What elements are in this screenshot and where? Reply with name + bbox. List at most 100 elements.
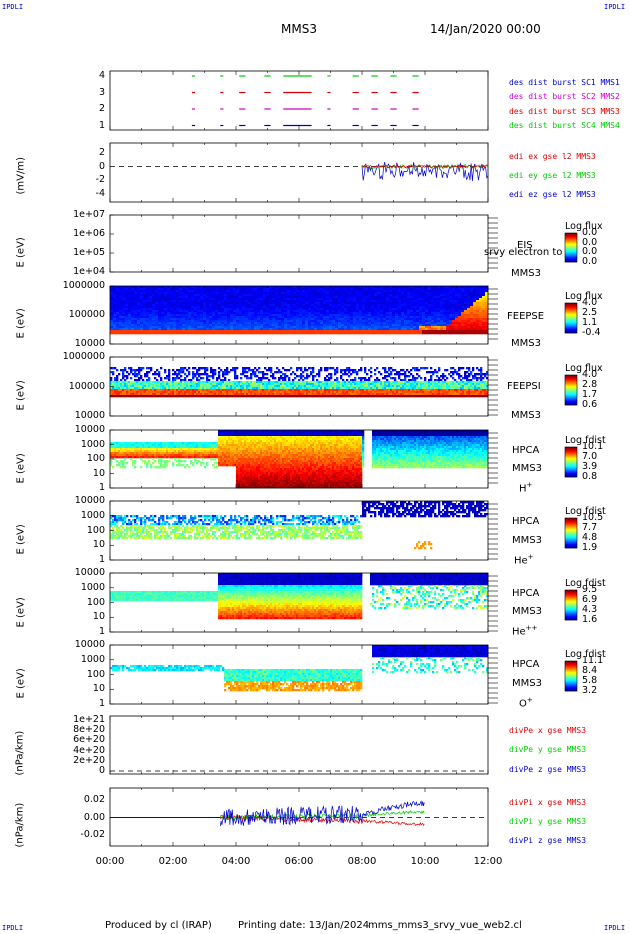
feepse-pixel — [359, 308, 363, 311]
feepse-pixel — [143, 332, 147, 335]
feepse-pixel — [242, 292, 246, 295]
feepse-pixel — [224, 298, 228, 301]
feepsi-pixel — [420, 387, 423, 390]
feepse-pixel — [236, 324, 240, 327]
feepse-pixel — [221, 314, 225, 317]
feepse-pixel — [356, 298, 360, 301]
feepse-pixel — [440, 328, 444, 331]
feepsi-pixel — [336, 367, 339, 370]
feepse-pixel — [416, 322, 420, 325]
feepsi-pixel — [222, 381, 225, 384]
feepsi-pixel — [230, 393, 233, 396]
feepsi-pixel — [194, 389, 197, 392]
feepse-pixel — [425, 292, 429, 295]
feepsi-pixel — [114, 385, 117, 388]
feepsi-pixel — [116, 389, 119, 392]
feepse-pixel — [434, 310, 438, 313]
feepse-pixel — [155, 328, 159, 331]
feepse-pixel — [314, 310, 318, 313]
feepse-pixel — [206, 332, 210, 335]
feepse-pixel — [389, 326, 393, 329]
feepse-pixel — [362, 302, 366, 305]
feepse-pixel — [269, 328, 273, 331]
feepsi-pixel — [308, 383, 311, 386]
feepse-pixel — [230, 332, 234, 335]
feepsi-pixel — [218, 377, 221, 380]
feepse-pixel — [311, 290, 315, 293]
feepse-pixel — [179, 328, 183, 331]
feepse-pixel — [134, 296, 138, 299]
feepse-pixel — [296, 300, 300, 303]
feepse-pixel — [320, 330, 324, 333]
feepsi-pixel — [138, 377, 141, 380]
feepse-pixel — [458, 322, 462, 325]
feepse-pixel — [332, 300, 336, 303]
feepse-pixel — [464, 322, 468, 325]
feepse-pixel — [191, 318, 195, 321]
feepse-pixel — [158, 306, 162, 309]
feepse-pixel — [350, 296, 354, 299]
feepse-pixel — [383, 312, 387, 315]
feepsi-pixel — [442, 375, 445, 378]
feepsi-pixel — [258, 395, 261, 398]
feepsi-pixel — [114, 391, 117, 394]
feepse-pixel — [245, 316, 249, 319]
feepse-pixel — [224, 332, 228, 335]
feepse-pixel — [278, 328, 282, 331]
feepse-pixel — [359, 318, 363, 321]
feepse-pixel — [425, 320, 429, 323]
feepsi-pixel — [382, 391, 385, 394]
feepse-pixel — [350, 316, 354, 319]
feepsi-pixel — [456, 385, 459, 388]
feepsi-pixel — [142, 387, 145, 390]
feepse-pixel — [458, 330, 462, 333]
feepse-pixel — [398, 330, 402, 333]
feepsi-pixel — [134, 383, 137, 386]
feepse-pixel — [326, 294, 330, 297]
feepse-pixel — [284, 290, 288, 293]
feepse-pixel — [278, 322, 282, 325]
feepse-pixel — [284, 314, 288, 317]
feepse-pixel — [266, 300, 270, 303]
feepse-pixel — [218, 312, 222, 315]
feepsi-pixel — [258, 391, 261, 394]
feepsi-pixel — [232, 369, 235, 372]
feepse-pixel — [215, 320, 219, 323]
feepse-pixel — [365, 296, 369, 299]
feepsi-pixel — [258, 379, 261, 382]
feepse-pixel — [305, 298, 309, 301]
feepse-pixel — [422, 294, 426, 297]
feepse-pixel — [482, 330, 486, 333]
feepse-pixel — [299, 310, 303, 313]
feepsi-pixel — [428, 393, 431, 396]
feepse-pixel — [305, 312, 309, 315]
feepsi-pixel — [418, 387, 421, 390]
feepse-pixel — [248, 318, 252, 321]
feepse-pixel — [176, 302, 180, 305]
feepsi-pixel — [284, 385, 287, 388]
feepsi-pixel — [196, 371, 199, 374]
feepse-pixel — [146, 330, 150, 333]
feepsi-pixel — [172, 391, 175, 394]
feepse-pixel — [176, 328, 180, 331]
feepsi-pixel — [278, 381, 281, 384]
feepse-pixel — [437, 302, 441, 305]
feepsi-pixel — [144, 381, 147, 384]
feepsi-pixel — [410, 393, 413, 396]
feepsi-pixel — [384, 369, 387, 372]
feepsi-pixel — [426, 395, 429, 398]
feepsi-pixel — [400, 387, 403, 390]
feepsi-pixel — [118, 383, 121, 386]
feepsi-pixel — [280, 381, 283, 384]
feepse-pixel — [188, 300, 192, 303]
feepse-pixel — [245, 324, 249, 327]
feepsi-pixel — [412, 367, 415, 370]
feepse-pixel — [344, 320, 348, 323]
feepse-pixel — [434, 300, 438, 303]
feepsi-pixel — [120, 383, 123, 386]
feepsi-pixel — [270, 385, 273, 388]
feepse-pixel — [254, 310, 258, 313]
feepse-pixel — [305, 302, 309, 305]
feepse-pixel — [446, 324, 450, 327]
feepse-pixel — [395, 312, 399, 315]
